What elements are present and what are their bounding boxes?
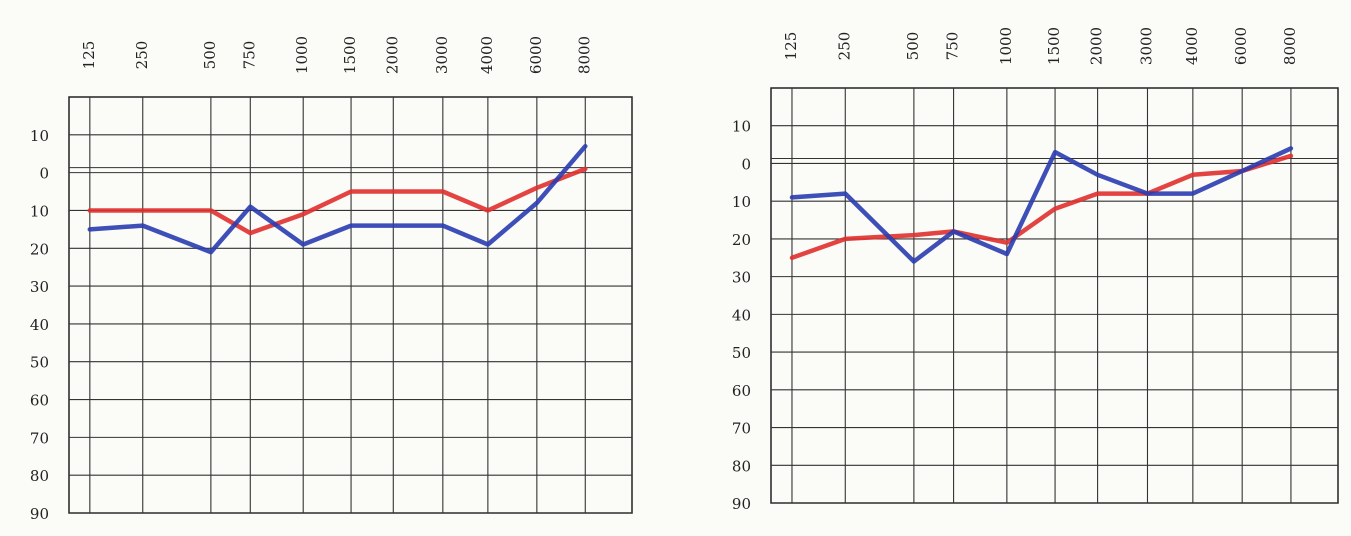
x-tick-label: 4000: [478, 36, 496, 74]
y-tick-label: 90: [732, 495, 751, 513]
hearing-line: [87, 143, 588, 255]
x-tick-label: 125: [782, 32, 800, 61]
x-tick-label: 1500: [341, 36, 359, 74]
hearing-line: [789, 153, 1294, 261]
x-tick-label: 2000: [383, 36, 401, 74]
y-tick-label: 50: [30, 354, 49, 372]
y-tick-label: 80: [732, 457, 751, 475]
x-tick-label: 1500: [1045, 27, 1063, 65]
hearing-line: [789, 146, 1294, 264]
plot-frame: [68, 96, 633, 514]
y-tick-label: 80: [30, 467, 49, 485]
hearing-line: [87, 166, 588, 236]
x-tick-label: 8000: [1281, 27, 1299, 65]
x-tick-label: 3000: [433, 36, 451, 74]
y-tick-label: 60: [30, 392, 49, 410]
x-tick-label: 1000: [293, 36, 311, 74]
y-tick-label: 10: [30, 127, 49, 145]
y-tick-label: 90: [30, 505, 49, 523]
x-tick-label: 8000: [575, 36, 593, 74]
x-tick-label: 250: [835, 32, 853, 61]
y-tick-label: 20: [732, 231, 751, 249]
y-tick-label: 10: [30, 202, 49, 220]
y-tick-label: 40: [30, 316, 49, 334]
x-tick-label: 6000: [527, 36, 545, 74]
x-tick-label: 2000: [1088, 27, 1106, 65]
y-tick-label: 0: [39, 165, 49, 183]
x-tick-label: 125: [80, 41, 98, 70]
x-tick-label: 750: [944, 32, 962, 61]
y-tick-label: 40: [732, 306, 751, 324]
y-tick-label: 50: [732, 344, 751, 362]
y-tick-label: 0: [741, 155, 751, 173]
y-tick-label: 70: [732, 420, 751, 438]
x-tick-label: 500: [904, 32, 922, 61]
x-tick-label: 1000: [997, 27, 1015, 65]
x-tick-label: 750: [240, 41, 258, 70]
x-tick-label: 4000: [1183, 27, 1201, 65]
y-tick-label: 10: [732, 118, 751, 136]
x-tick-label: 3000: [1137, 27, 1155, 65]
audiogram: 10 0 10 20 30 40 50 60 70 80 90 125 250 500 750 1000 150…: [30, 36, 633, 523]
y-tick-label: 70: [30, 429, 49, 447]
y-tick-label: 10: [732, 193, 751, 211]
x-tick-label: 6000: [1232, 27, 1250, 65]
y-tick-label: 20: [30, 240, 49, 258]
audiogram: 10 0 10 20 30 40 50 60 70 80 90 125 250 500 750 1000 150…: [732, 27, 1339, 513]
y-tick-label: 30: [30, 278, 49, 296]
x-tick-label: 250: [133, 41, 151, 70]
x-tick-label: 500: [201, 41, 219, 70]
y-tick-label: 60: [732, 382, 751, 400]
y-tick-label: 30: [732, 269, 751, 287]
